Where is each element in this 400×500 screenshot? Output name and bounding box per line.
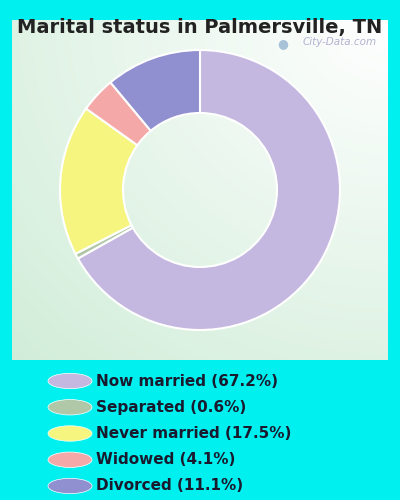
Wedge shape: [60, 108, 137, 254]
Wedge shape: [110, 50, 200, 131]
Wedge shape: [78, 50, 340, 330]
Text: Never married (17.5%): Never married (17.5%): [96, 426, 291, 441]
Wedge shape: [76, 225, 133, 258]
Text: Divorced (11.1%): Divorced (11.1%): [96, 478, 243, 494]
Text: Widowed (4.1%): Widowed (4.1%): [96, 452, 235, 467]
Wedge shape: [86, 82, 151, 145]
Circle shape: [48, 374, 92, 388]
Text: Separated (0.6%): Separated (0.6%): [96, 400, 246, 415]
Circle shape: [48, 452, 92, 468]
Circle shape: [48, 478, 92, 494]
Text: Marital status in Palmersville, TN: Marital status in Palmersville, TN: [17, 18, 383, 36]
Text: City-Data.com: City-Data.com: [302, 37, 377, 47]
Circle shape: [48, 426, 92, 441]
Text: ●: ●: [278, 37, 288, 50]
Circle shape: [48, 400, 92, 415]
Text: Now married (67.2%): Now married (67.2%): [96, 374, 278, 388]
